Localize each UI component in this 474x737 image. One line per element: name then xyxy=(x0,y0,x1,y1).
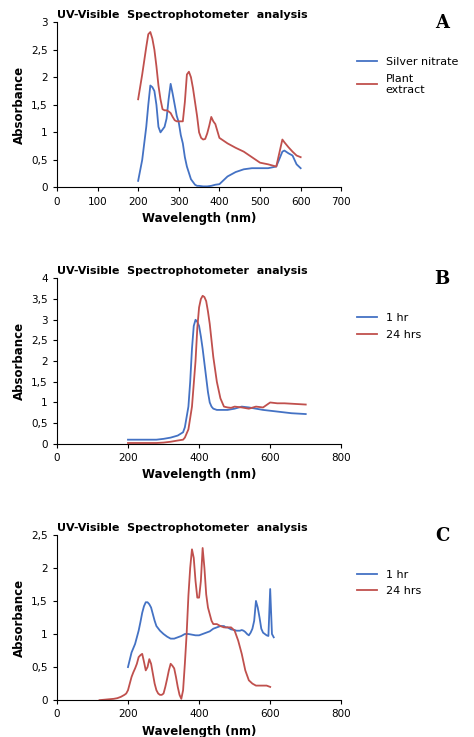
Text: A: A xyxy=(435,14,449,32)
X-axis label: Wavelength (nm): Wavelength (nm) xyxy=(142,724,256,737)
Y-axis label: Absorbance: Absorbance xyxy=(13,322,26,400)
Title: UV-Visible  Spectrophotometer  analysis: UV-Visible Spectrophotometer analysis xyxy=(57,266,307,276)
X-axis label: Wavelength (nm): Wavelength (nm) xyxy=(142,212,256,225)
Legend: Silver nitrate, Plant
extract: Silver nitrate, Plant extract xyxy=(353,52,463,99)
X-axis label: Wavelength (nm): Wavelength (nm) xyxy=(142,469,256,481)
Legend: 1 hr, 24 hrs: 1 hr, 24 hrs xyxy=(353,309,426,344)
Y-axis label: Absorbance: Absorbance xyxy=(13,66,26,144)
Title: UV-Visible  Spectrophotometer  analysis: UV-Visible Spectrophotometer analysis xyxy=(57,10,307,20)
Legend: 1 hr, 24 hrs: 1 hr, 24 hrs xyxy=(353,565,426,601)
Y-axis label: Absorbance: Absorbance xyxy=(13,579,26,657)
Text: B: B xyxy=(434,270,449,288)
Text: C: C xyxy=(435,526,449,545)
Title: UV-Visible  Spectrophotometer  analysis: UV-Visible Spectrophotometer analysis xyxy=(57,523,307,533)
